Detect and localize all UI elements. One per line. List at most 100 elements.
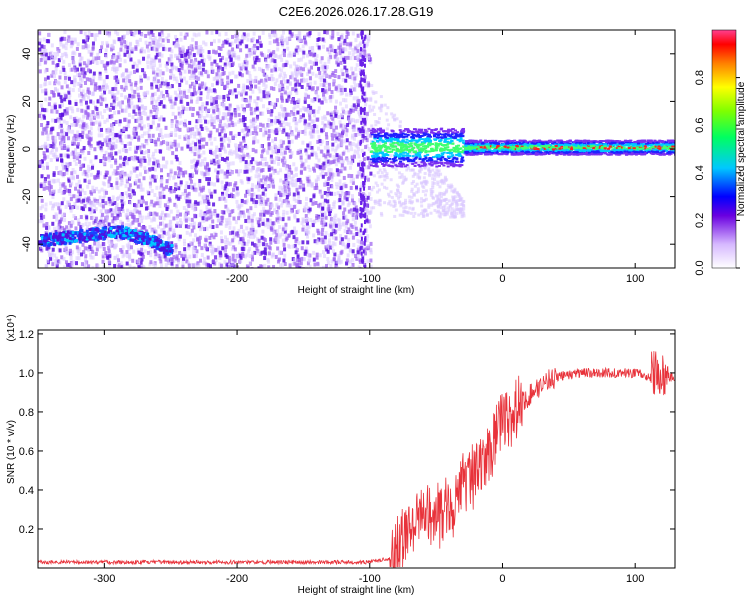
spectrogram-cell bbox=[120, 177, 124, 182]
spectrogram-cell bbox=[297, 98, 301, 103]
spectrogram-cell bbox=[77, 256, 81, 261]
spectrogram-cell bbox=[202, 218, 206, 223]
spectrogram-cell bbox=[257, 58, 261, 63]
spectrogram-cell bbox=[81, 94, 85, 99]
spectrogram-cell bbox=[329, 95, 333, 100]
spectrogram-cell bbox=[126, 218, 130, 223]
spectrogram-cell bbox=[197, 32, 201, 37]
spectrogram-cell bbox=[189, 134, 193, 139]
spectrogram-cell bbox=[132, 214, 136, 219]
spectrogram-cell bbox=[281, 140, 285, 145]
spectrogram-cell bbox=[40, 198, 44, 203]
spectrogram-cell bbox=[109, 60, 113, 65]
spectrogram-cell bbox=[262, 218, 266, 223]
spectrogram-cell bbox=[267, 164, 271, 169]
spectrogram-cell bbox=[270, 68, 274, 73]
spectrogram-cell bbox=[190, 81, 194, 86]
spectrogram-cell bbox=[326, 260, 330, 265]
spectrogram-cell bbox=[251, 131, 255, 136]
spectrogram-cell bbox=[158, 63, 162, 68]
spectrogram-cell bbox=[200, 159, 204, 164]
spectrogram-cell bbox=[197, 131, 201, 136]
spectrogram-cell bbox=[212, 202, 216, 207]
spectrogram-cell bbox=[200, 109, 204, 114]
spectrogram-cell bbox=[248, 74, 252, 79]
spectrogram-cell bbox=[300, 72, 304, 77]
spectrogram-cell bbox=[162, 117, 166, 122]
spectrogram-cell bbox=[278, 88, 282, 93]
spectrogram-cell bbox=[85, 77, 89, 82]
spectrogram-cell bbox=[350, 198, 354, 203]
spectrogram-cell bbox=[234, 94, 238, 99]
spectrogram-cell bbox=[219, 142, 223, 147]
spectrogram-cell bbox=[360, 240, 364, 245]
spectrogram-cell bbox=[158, 256, 162, 261]
spectrogram-cell bbox=[124, 134, 128, 139]
spectrogram-cell bbox=[245, 53, 249, 58]
spectrogram-cell bbox=[95, 86, 99, 91]
spectrogram-cell bbox=[293, 226, 297, 231]
spectrogram-cell bbox=[300, 78, 304, 83]
spectrogram-cell bbox=[319, 172, 323, 177]
spectrogram-cell bbox=[355, 44, 359, 49]
spectrogram-cell bbox=[322, 266, 326, 268]
spectrogram-cell bbox=[310, 145, 314, 150]
spectrogram-cell bbox=[315, 240, 319, 245]
spectrogram-cell bbox=[234, 39, 238, 44]
spectrogram-cell bbox=[119, 264, 123, 268]
spectrogram-cell bbox=[55, 157, 59, 162]
spectrogram-cell bbox=[55, 217, 59, 222]
spectrogram-cell bbox=[151, 97, 155, 102]
spectrogram-cell bbox=[126, 31, 130, 36]
spectrogram-cell bbox=[333, 49, 337, 54]
spectrogram-cell bbox=[184, 224, 188, 229]
spectrogram-cell bbox=[308, 180, 312, 185]
spectrogram-cell bbox=[175, 184, 179, 189]
spectrogram-cell bbox=[232, 150, 236, 155]
spectrogram-cell bbox=[369, 258, 373, 263]
spectrogram-cell bbox=[354, 133, 358, 138]
spectrogram-cell bbox=[297, 119, 301, 124]
spectrogram-cell bbox=[335, 146, 339, 151]
spectrogram-cell bbox=[150, 178, 154, 183]
spectrogram-cell bbox=[277, 55, 281, 60]
spectrogram-cell bbox=[304, 214, 308, 219]
spectrogram-cell bbox=[146, 189, 150, 194]
spectrogram-cell bbox=[341, 77, 345, 82]
spectrogram-cell bbox=[317, 216, 321, 221]
spectrogram-cell bbox=[259, 212, 263, 217]
spectrogram-cell bbox=[313, 186, 317, 191]
spectrogram-cell bbox=[247, 215, 251, 220]
spectrogram-cell bbox=[89, 99, 93, 104]
spectrogram-cell bbox=[276, 161, 280, 166]
spectrogram-cell bbox=[241, 229, 245, 234]
spectrogram-cell bbox=[154, 104, 158, 109]
spectrogram-cell bbox=[297, 257, 301, 262]
spectrogram-cell bbox=[94, 82, 98, 87]
spectrogram-cell bbox=[165, 89, 169, 94]
spectrogram-cell bbox=[96, 52, 100, 57]
spectrogram-cell bbox=[340, 237, 344, 242]
spectrogram-cell bbox=[151, 121, 155, 126]
spectrogram-cell bbox=[70, 171, 74, 176]
spectrogram-cell bbox=[210, 181, 214, 186]
spectrogram-cell bbox=[366, 134, 370, 139]
spectrogram-cell bbox=[250, 119, 254, 124]
spectrogram-cell bbox=[348, 45, 352, 50]
spectrogram-cell bbox=[294, 126, 298, 131]
spectrogram-cell bbox=[94, 207, 98, 212]
spectrogram-cell bbox=[155, 39, 159, 44]
spectrogram-cell bbox=[58, 135, 62, 140]
spectrogram-cell bbox=[266, 109, 270, 114]
spectrogram-cell bbox=[320, 266, 324, 268]
spectrogram-cell bbox=[194, 131, 198, 136]
spectrogram-cell bbox=[307, 164, 311, 169]
spectrogram-cell bbox=[335, 57, 339, 62]
spectrogram-cell bbox=[227, 112, 231, 117]
spectrogram-cell bbox=[136, 42, 140, 47]
spectrogram-cell bbox=[270, 166, 274, 171]
spectrogram-cell bbox=[279, 72, 283, 77]
spectrogram-cell bbox=[42, 115, 46, 120]
spectrogram-cell bbox=[208, 56, 212, 61]
spectrogram-cell bbox=[345, 197, 349, 202]
